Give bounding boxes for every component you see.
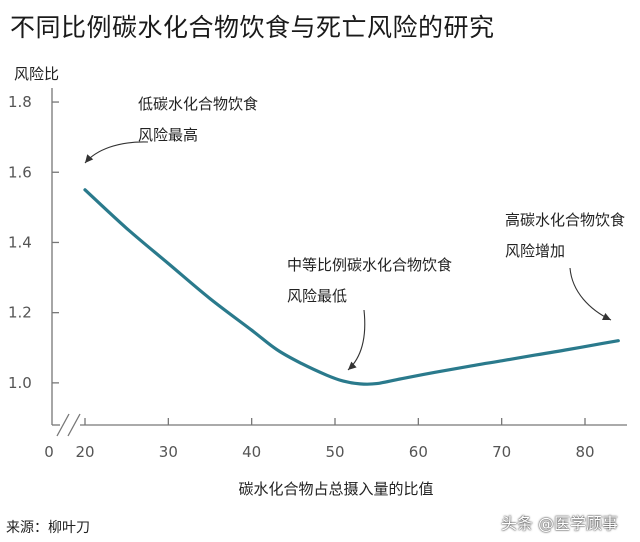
annotation-text: 低碳水化合物饮食	[138, 95, 258, 113]
annotation-text: 中等比例碳水化合物饮食	[287, 256, 452, 274]
x-tick-label: 70	[492, 443, 511, 461]
risk-ratio-line	[83, 188, 620, 386]
x-tick-label: 80	[575, 443, 594, 461]
annotation-arrow	[569, 267, 612, 321]
chart-title: 不同比例碳水化合物饮食与死亡风险的研究	[10, 13, 495, 42]
y-tick-label: 1.4	[8, 233, 32, 251]
watermark: 头条 @医学顾事	[500, 514, 618, 533]
annotation-text: 高碳水化合物饮食	[505, 211, 625, 229]
x-tick-label: 0	[44, 443, 54, 461]
x-tick-label: 40	[242, 443, 261, 461]
y-tick-label: 1.2	[8, 304, 32, 322]
annotation-arrowhead	[348, 361, 357, 370]
annotation-arrowhead	[602, 312, 611, 321]
annotation-arrowhead	[85, 154, 94, 163]
y-axis-label: 风险比	[14, 65, 59, 83]
x-axis-label: 碳水化合物占总摄入量的比值	[238, 480, 433, 498]
annotation-text: 风险增加	[505, 242, 565, 260]
x-tick-label: 60	[409, 443, 428, 461]
annotation-arrow	[84, 141, 149, 164]
x-tick-label: 20	[75, 443, 94, 461]
annotation-text: 风险最高	[138, 126, 198, 144]
axis-break-mark	[67, 413, 81, 437]
annotation-text: 风险最低	[287, 287, 347, 305]
x-tick-label: 30	[159, 443, 178, 461]
annotation-arrow	[347, 309, 366, 371]
axis-break-mark	[56, 413, 70, 437]
y-tick-label: 1.0	[8, 374, 32, 392]
source-note: 来源：柳叶刀	[6, 520, 90, 536]
y-tick-label: 1.8	[8, 93, 32, 111]
x-tick-label: 50	[325, 443, 344, 461]
y-tick-label: 1.6	[8, 163, 32, 181]
